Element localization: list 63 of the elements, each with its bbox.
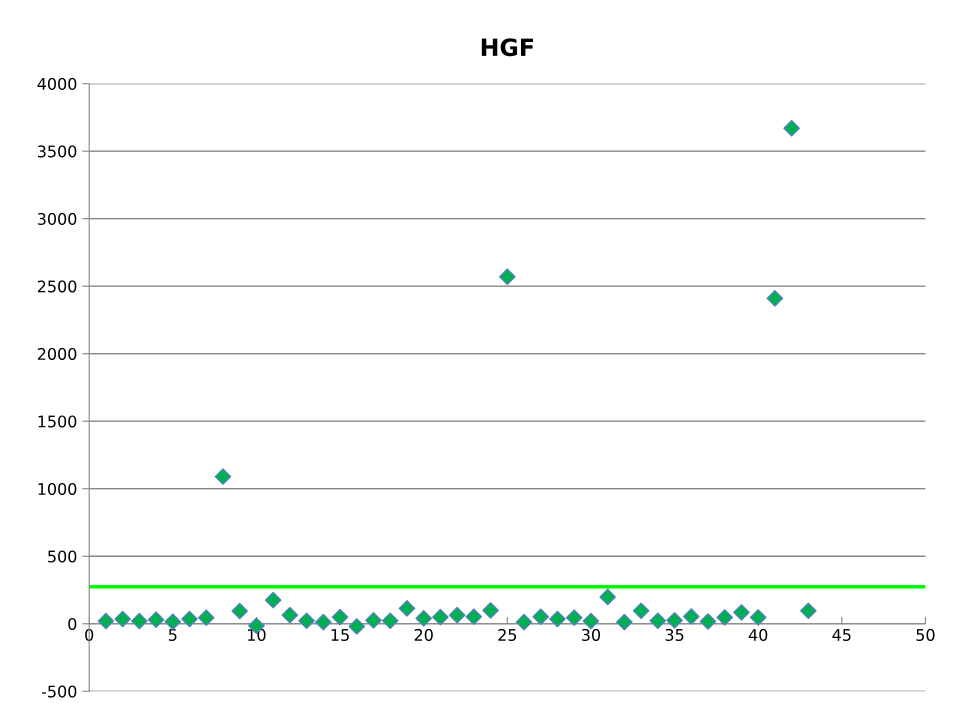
point [415,610,432,627]
chart-title: HGF [482,38,533,56]
point [131,612,148,630]
point [164,613,182,630]
point [181,610,198,628]
x-tick-label: 5 [168,629,176,641]
point [298,612,315,630]
point [448,606,466,624]
y-tick-label: 4000 [38,78,76,90]
point [482,602,499,619]
point [348,618,366,635]
point [650,612,666,630]
point [382,612,399,630]
x-tick-label: 50 [916,628,935,641]
y-tick-label: 0 [68,618,76,630]
point [98,612,114,630]
point [214,468,232,485]
point [766,290,784,307]
point [532,608,550,626]
x-tick-label: 30 [582,628,600,641]
x-tick-label: 20 [414,628,433,641]
y-tick-label: 1000 [38,482,76,496]
point [516,614,532,630]
x-tick-label: 15 [332,629,349,641]
point [666,612,683,629]
point [599,588,616,606]
point [315,614,332,630]
x-tick-label: 25 [498,628,516,641]
y-tick-label: 3500 [38,145,76,158]
point [682,608,700,625]
point [800,602,817,620]
x-tick-label: 0 [85,628,94,641]
point [365,612,382,629]
y-tick-label: 500 [48,550,76,563]
point [332,608,348,626]
point [432,608,449,626]
point [148,611,164,628]
point [616,614,633,630]
point [632,602,650,620]
y-tick-label: -500 [42,685,76,698]
point [566,609,583,626]
y-tick-label: 2500 [38,280,76,292]
point [114,610,131,628]
point [198,609,215,626]
point [398,600,416,617]
point [466,608,482,626]
y-tick-label: 1500 [38,415,76,428]
x-tick-label: 40 [748,628,768,641]
point [499,268,516,286]
y-tick-label: 3000 [38,212,76,225]
point [582,612,600,630]
point [716,609,734,626]
point [783,120,800,137]
point [282,606,298,624]
point [750,609,766,626]
point [700,613,716,630]
point [549,610,566,628]
point [733,604,750,621]
x-tick-label: 45 [832,629,851,641]
x-tick-label: 35 [666,628,684,641]
y-tick-label: 2000 [38,348,76,360]
point [264,592,282,608]
point [231,602,248,620]
